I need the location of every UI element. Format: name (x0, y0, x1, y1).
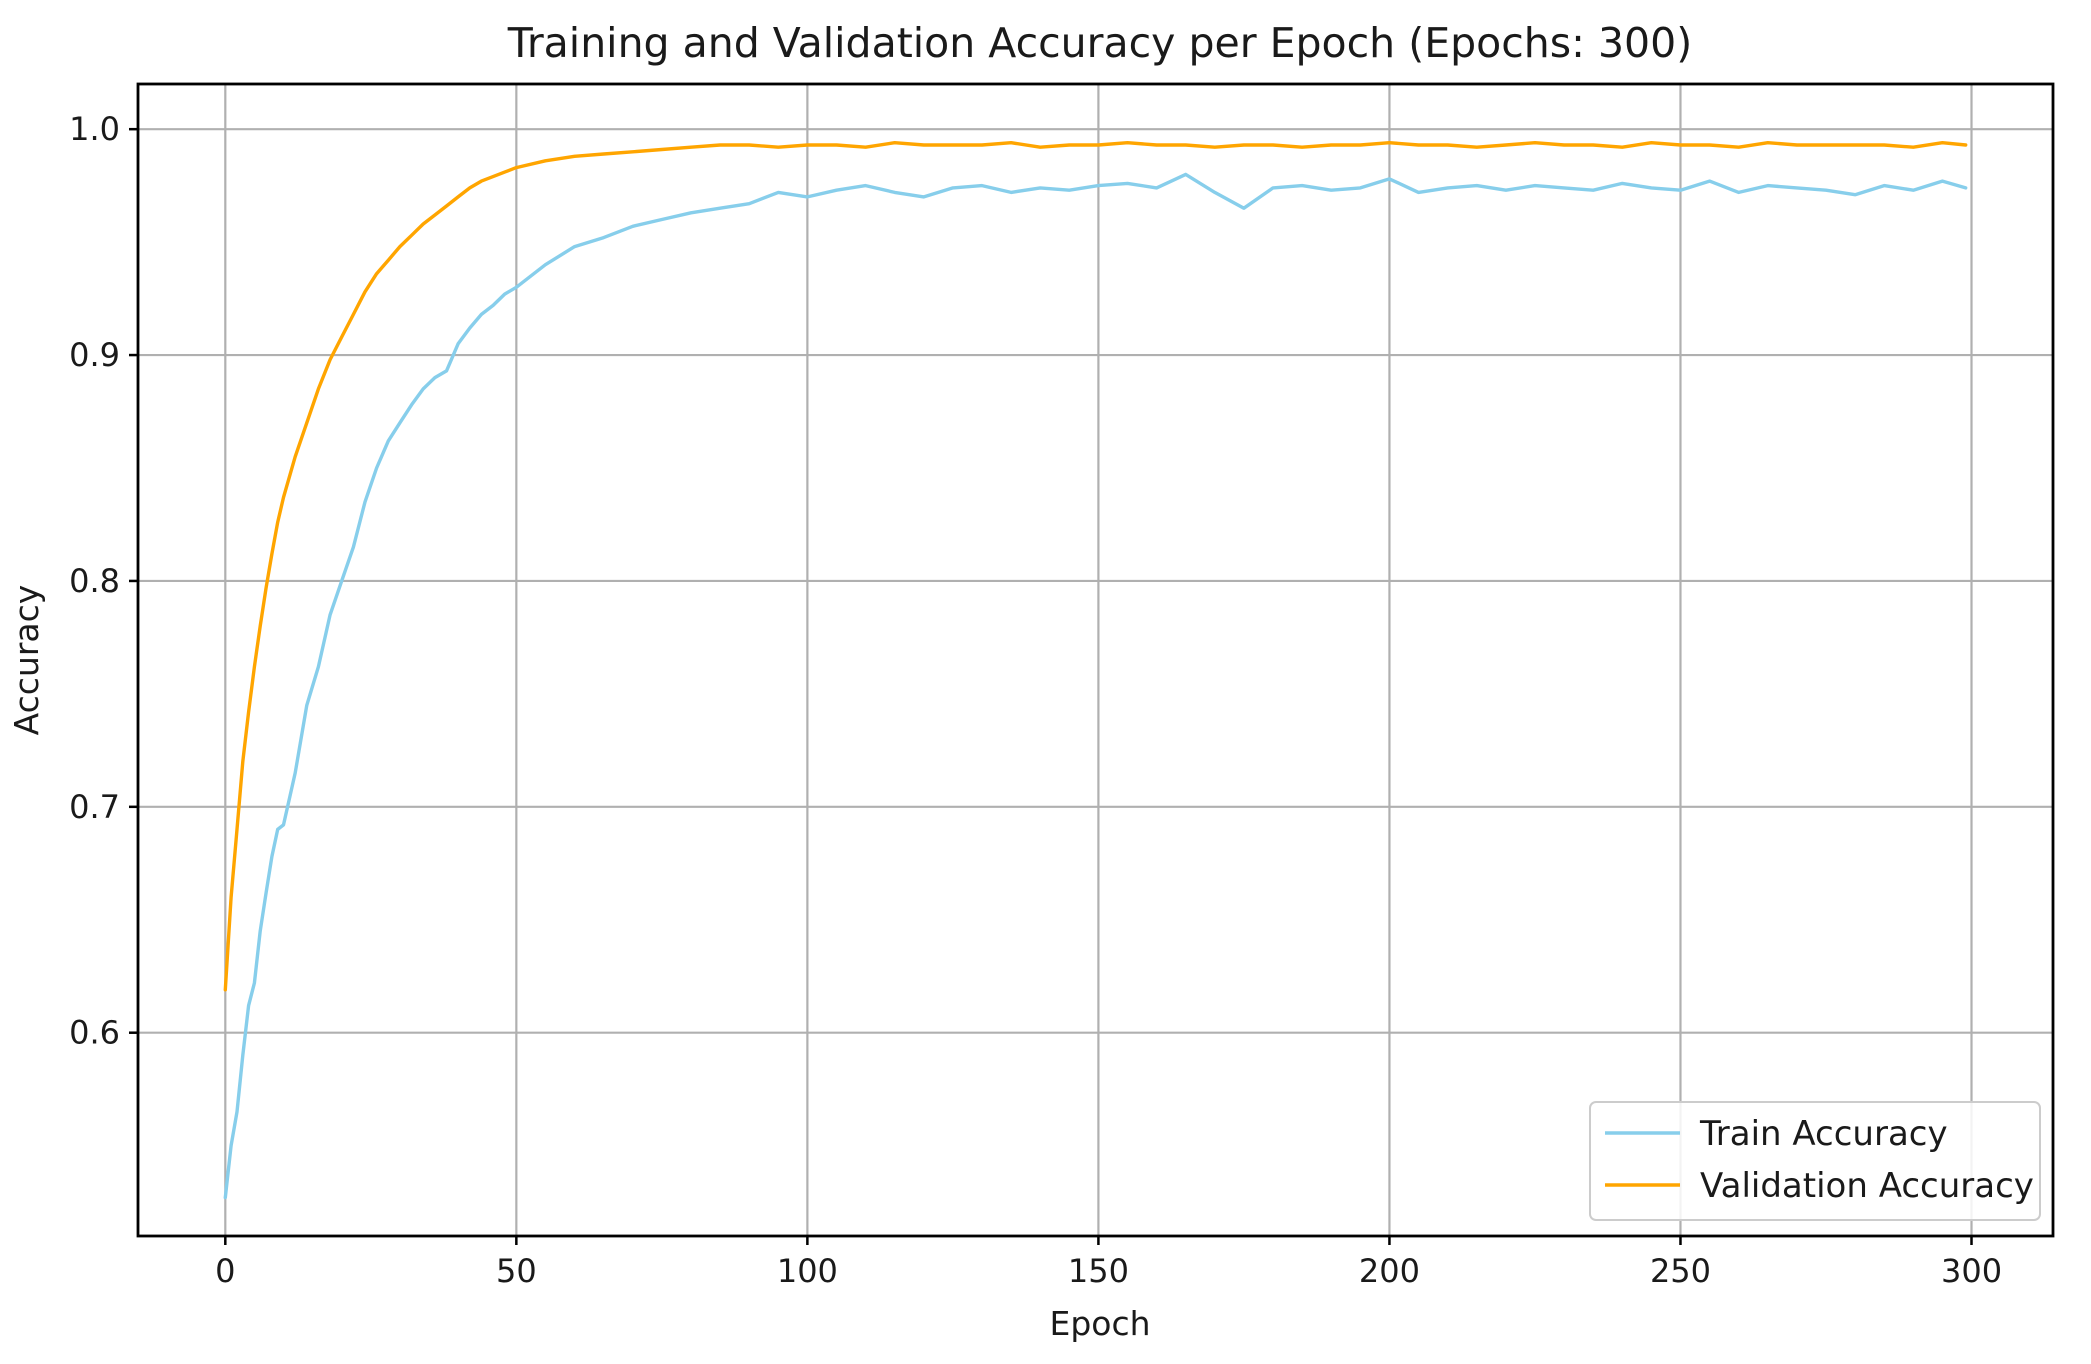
y-tick-label: 0.8 (69, 562, 120, 600)
y-tick-label: 0.6 (69, 1014, 120, 1052)
y-tick-label: 1.0 (69, 110, 120, 148)
x-axis-label: Epoch (1049, 1304, 1150, 1343)
chart-title: Training and Validation Accuracy per Epo… (507, 19, 1692, 67)
x-tick-label: 100 (777, 1252, 838, 1290)
y-tick-label: 0.9 (69, 336, 120, 374)
ticks: 0 50 100 150 200 250 300 0.6 0.7 0.8 0.9 1.0 (69, 110, 2002, 1290)
legend-box (1589, 1101, 2041, 1221)
legend: Train Accuracy Validation Accuracy (1589, 1101, 2041, 1221)
series-line-train-accuracy (223, 172, 1968, 1200)
y-tick-label: 0.7 (69, 788, 120, 826)
grid (138, 84, 2053, 1236)
legend-label-train: Train Accuracy (1699, 1114, 1948, 1154)
x-tick-label: 0 (215, 1252, 235, 1290)
plot-frame (136, 82, 2055, 1238)
x-tick-label: 300 (1941, 1252, 2002, 1290)
legend-label-validation: Validation Accuracy (1700, 1166, 2034, 1206)
x-tick-label: 50 (496, 1252, 537, 1290)
series-layer (223, 140, 1968, 1200)
x-tick-label: 250 (1650, 1252, 1711, 1290)
y-axis-label: Accuracy (7, 585, 46, 736)
x-tick-label: 200 (1359, 1252, 1420, 1290)
series-line-validation-accuracy (223, 140, 1968, 992)
x-tick-label: 150 (1068, 1252, 1129, 1290)
